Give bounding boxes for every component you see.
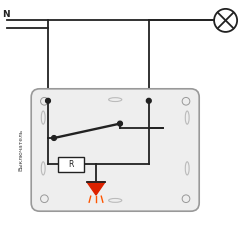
- Text: R: R: [68, 160, 73, 169]
- Polygon shape: [87, 182, 105, 195]
- Circle shape: [118, 121, 122, 126]
- FancyBboxPatch shape: [31, 89, 199, 211]
- Text: Выключатель: Выключатель: [18, 129, 23, 171]
- Circle shape: [46, 98, 50, 103]
- Circle shape: [146, 98, 151, 103]
- Circle shape: [52, 136, 56, 140]
- Bar: [58, 157, 84, 172]
- Text: N: N: [2, 10, 10, 19]
